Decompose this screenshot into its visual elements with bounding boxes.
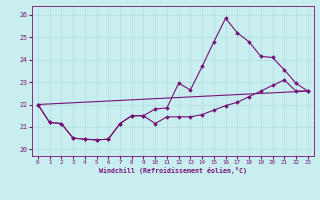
X-axis label: Windchill (Refroidissement éolien,°C): Windchill (Refroidissement éolien,°C) — [99, 167, 247, 174]
